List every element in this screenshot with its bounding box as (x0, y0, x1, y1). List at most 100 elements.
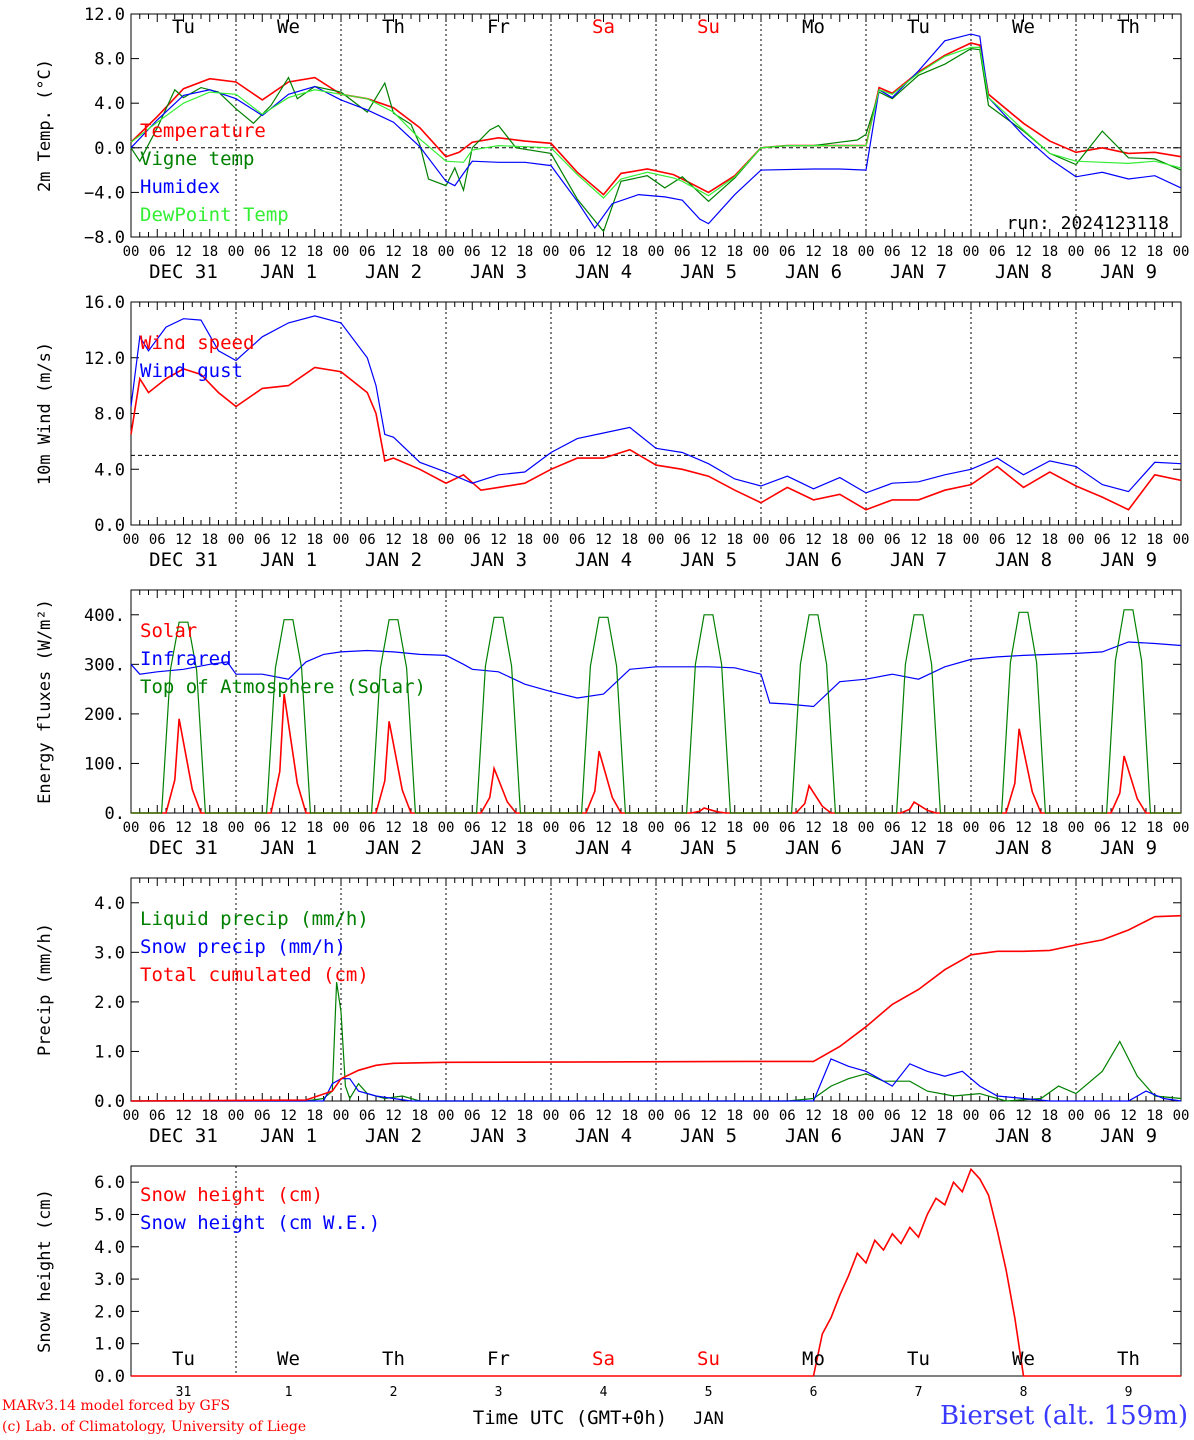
hour-tick-label: 12 (1120, 532, 1137, 548)
legend-entry: Infrared (140, 648, 232, 670)
hour-tick-label: 06 (989, 244, 1006, 260)
hour-tick-label: 00 (228, 532, 245, 548)
date-label: JAN 4 (575, 837, 632, 859)
hour-tick-label: 06 (569, 1108, 586, 1124)
y-axis-label: 10m Wind (m/s) (35, 342, 55, 485)
y-axis-label: Snow height (cm) (35, 1189, 55, 1353)
hour-tick-label: 00 (858, 244, 875, 260)
y-tick-label: 200. (84, 705, 125, 725)
hour-tick-label: 12 (700, 1108, 717, 1124)
hour-tick-label: 00 (648, 820, 665, 836)
hour-tick-label: 06 (359, 532, 376, 548)
weekday-label: Th (382, 16, 405, 38)
hour-tick-label: 18 (936, 244, 953, 260)
date-label: JAN 2 (365, 261, 422, 283)
y-tick-label: 4.0 (94, 894, 125, 914)
date-label: JAN 6 (785, 837, 842, 859)
hour-tick-label: 06 (779, 244, 796, 260)
hour-tick-label: 18 (1146, 1108, 1163, 1124)
weekday-label: Th (1117, 16, 1140, 38)
lab-credit: (c) Lab. of Climatology, University of L… (2, 1419, 307, 1435)
model-credit: MARv3.14 model forced by GFS (2, 1398, 231, 1414)
hour-tick-label: 12 (490, 244, 507, 260)
hour-tick-label: 06 (674, 820, 691, 836)
hour-tick-label: 00 (543, 820, 560, 836)
hour-tick-label: 18 (411, 532, 428, 548)
y-tick-label: 0.0 (94, 1092, 125, 1112)
hour-tick-label: 06 (884, 244, 901, 260)
hour-tick-label: 06 (359, 1108, 376, 1124)
run-label: run: 2024123118 (1006, 213, 1169, 234)
weekday-label: Th (1117, 1348, 1140, 1370)
hour-tick-label: 00 (333, 1108, 350, 1124)
hour-tick-label: 00 (1173, 532, 1190, 548)
hour-tick-label: 00 (858, 532, 875, 548)
weekday-label: Tu (172, 1348, 195, 1370)
day-number-label: 4 (600, 1385, 608, 1400)
day-number-label: 7 (915, 1385, 923, 1400)
date-label: JAN 2 (365, 549, 422, 571)
hour-tick-label: 06 (359, 820, 376, 836)
day-number-label: 5 (705, 1385, 713, 1400)
hour-tick-label: 00 (858, 820, 875, 836)
hour-tick-label: 18 (621, 244, 638, 260)
hour-tick-label: 06 (149, 820, 166, 836)
hour-tick-label: 18 (1041, 244, 1058, 260)
hour-tick-label: 18 (726, 820, 743, 836)
legend-entry: Liquid precip (mm/h) (140, 908, 369, 930)
hour-tick-label: 18 (621, 532, 638, 548)
series-line-vigne-temp (130, 47, 1182, 233)
date-label: JAN 3 (470, 549, 527, 571)
hour-tick-label: 00 (648, 244, 665, 260)
hour-tick-label: 12 (385, 1108, 402, 1124)
hour-tick-label: 18 (411, 1108, 428, 1124)
hour-tick-label: 12 (280, 244, 297, 260)
y-tick-label: 4.0 (94, 1238, 125, 1258)
series-line-liquid-precip-mm-h- (131, 982, 1182, 1102)
day-number-label: 1 (285, 1385, 293, 1400)
hour-tick-label: 06 (1094, 820, 1111, 836)
day-number-label: 6 (810, 1385, 818, 1400)
hour-tick-label: 12 (385, 820, 402, 836)
hour-tick-label: 18 (411, 244, 428, 260)
hour-tick-label: 00 (123, 244, 140, 260)
y-tick-label: 12.0 (84, 349, 125, 369)
hour-tick-label: 12 (490, 820, 507, 836)
hour-tick-label: 18 (1041, 820, 1058, 836)
hour-tick-label: 18 (831, 1108, 848, 1124)
hour-tick-label: 18 (936, 1108, 953, 1124)
date-label: JAN 1 (260, 261, 317, 283)
y-tick-label: 0. (105, 804, 125, 824)
y-tick-label: 8.0 (94, 405, 125, 425)
legend-entry: DewPoint Temp (140, 204, 289, 226)
hour-tick-label: 12 (910, 532, 927, 548)
date-label: JAN 9 (1100, 261, 1157, 283)
hour-tick-label: 12 (805, 244, 822, 260)
hour-tick-label: 18 (201, 820, 218, 836)
hour-tick-label: 06 (464, 820, 481, 836)
date-label: JAN 5 (680, 549, 737, 571)
hour-tick-label: 06 (149, 1108, 166, 1124)
hour-tick-label: 06 (569, 244, 586, 260)
date-label: JAN 8 (995, 261, 1052, 283)
legend-entry: Temperature (140, 120, 266, 142)
y-tick-label: 16.0 (84, 293, 125, 313)
hour-tick-label: 06 (464, 244, 481, 260)
day-number-label: 31 (176, 1385, 192, 1400)
hour-tick-label: 06 (674, 532, 691, 548)
hour-tick-label: 12 (175, 820, 192, 836)
hour-tick-label: 06 (149, 532, 166, 548)
weekday-label: We (1012, 16, 1035, 38)
hour-tick-label: 00 (1068, 244, 1085, 260)
weekday-label: Th (382, 1348, 405, 1370)
date-label: JAN 2 (365, 837, 422, 859)
legend-entry: Snow height (cm) (140, 1184, 323, 1206)
hour-tick-label: 00 (753, 820, 770, 836)
hour-tick-label: 12 (910, 1108, 927, 1124)
legend-entry: Top of Atmosphere (Solar) (140, 676, 426, 698)
weekday-label: Fr (487, 16, 510, 38)
series-line-wind-gust (130, 315, 1182, 494)
hour-tick-label: 18 (831, 532, 848, 548)
y-tick-label: 1.0 (94, 1335, 125, 1355)
hour-tick-label: 00 (123, 820, 140, 836)
